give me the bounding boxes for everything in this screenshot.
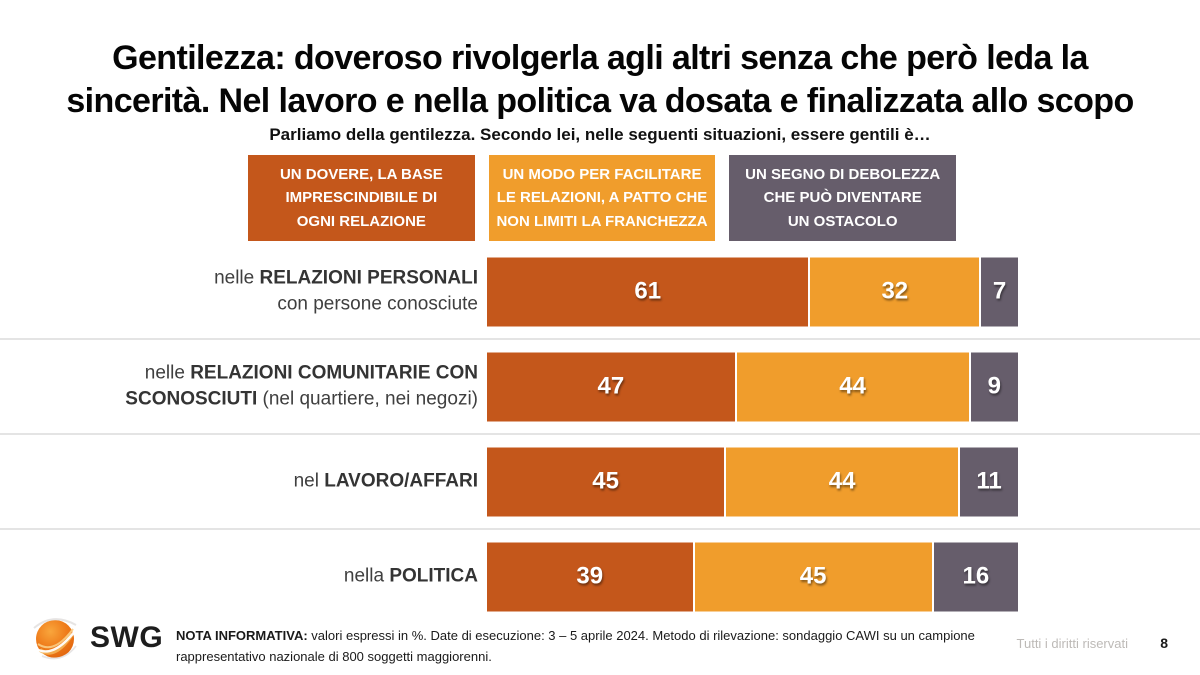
bar-segment: 44	[726, 447, 959, 516]
bar-value: 45	[592, 467, 619, 495]
bar-value: 61	[634, 277, 662, 305]
bar-track: 45 44 11	[487, 447, 1018, 516]
rights-reserved-text: Tutti i diritti riservati	[1016, 636, 1128, 651]
chart-row: nelle RELAZIONI COMUNITARIE CON SCONOSCIU…	[0, 338, 1200, 433]
bar-track: 47 44 9	[487, 352, 1018, 421]
bar-segment: 9	[970, 352, 1018, 421]
bar-value: 11	[976, 467, 1002, 495]
legend-box-2: UN MODO PER FACILITARE LE RELAZIONI, A P…	[488, 155, 716, 241]
chart-row: nella POLITICA 39 45 16	[0, 528, 1200, 623]
chart-rows: nelle RELAZIONI PERSONALI con persone con…	[0, 245, 1200, 623]
bar-value: 44	[839, 372, 866, 400]
chart-row: nelle RELAZIONI PERSONALI con persone con…	[0, 245, 1200, 338]
bar-segment: 7	[981, 257, 1018, 326]
page-number: 8	[1160, 635, 1168, 651]
swg-logo-text: SWG	[90, 621, 164, 654]
bar-segment: 47	[487, 352, 735, 421]
bar-segment: 39	[487, 542, 693, 611]
bar-value: 9	[987, 372, 1001, 400]
bar-segment: 32	[810, 257, 980, 326]
page-title: Gentilezza: doveroso rivolgerla agli alt…	[66, 38, 1134, 120]
bar-value: 44	[828, 467, 856, 495]
chart-row: nel LAVORO/AFFARI 45 44 11	[0, 433, 1200, 528]
bar-segment: 45	[694, 542, 932, 611]
bar-value: 47	[597, 372, 625, 400]
row-label: nelle RELAZIONI COMUNITARIE CON SCONOSCIU…	[125, 361, 478, 410]
survey-question: Parliamo della gentilezza. Secondo lei, …	[269, 125, 931, 144]
bar-value: 16	[962, 562, 990, 590]
footer-note-label: NOTA INFORMATIVA:	[176, 628, 308, 643]
bar-value: 39	[576, 562, 604, 590]
footer-note: NOTA INFORMATIVA: valori espressi in %. …	[176, 626, 976, 668]
swg-globe-icon	[31, 618, 79, 660]
bar-track: 39 45 16	[487, 542, 1018, 611]
bar-value: 32	[881, 277, 909, 305]
legend-box-3: UN SEGNO DI DEBOLEZZA CHE PUÒ DIVENTARE …	[729, 155, 957, 241]
row-label: nella POLITICA	[343, 565, 478, 587]
bar-track: 61 32 7	[487, 257, 1018, 326]
bar-segment: 16	[933, 542, 1018, 611]
bar-segment: 11	[960, 447, 1018, 516]
bar-segment: 44	[736, 352, 969, 421]
row-label: nelle RELAZIONI PERSONALI con persone con…	[214, 266, 478, 315]
bar-value: 7	[992, 277, 1007, 305]
bar-segment: 61	[487, 257, 809, 326]
legend-box-1: UN DOVERE, LA BASE IMPRESCINDIBILE DI OG…	[248, 155, 475, 241]
bar-value: 45	[799, 562, 827, 590]
swg-logo: SWG	[28, 610, 163, 666]
legend-row: UN DOVERE, LA BASE IMPRESCINDIBILE DI OG…	[248, 155, 957, 241]
bar-segment: 45	[487, 447, 725, 516]
row-label: nel LAVORO/AFFARI	[293, 470, 478, 492]
footer-note-text: valori espressi in %. Date di esecuzione…	[176, 628, 975, 664]
